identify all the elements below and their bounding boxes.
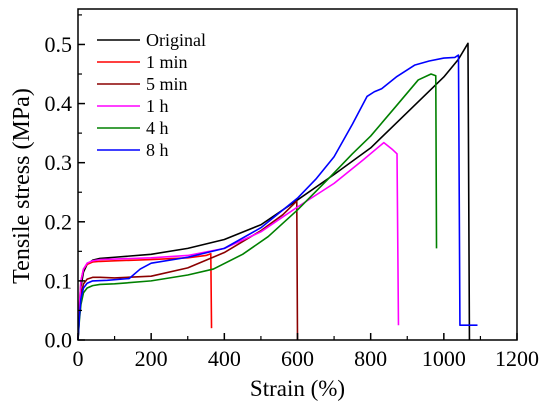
y-tick-label: 0.3 — [45, 150, 73, 175]
legend-label-5-min: 5 min — [146, 74, 188, 94]
x-tick-label: 800 — [354, 346, 387, 371]
legend-label-8-h: 8 h — [146, 140, 169, 160]
legend-label-original: Original — [146, 30, 206, 50]
series-layer — [77, 42, 478, 341]
x-tick-label: 400 — [208, 346, 241, 371]
legend-item-5-min: 5 min — [97, 74, 188, 94]
legend-label-1-min: 1 min — [146, 52, 188, 72]
legend-item-1-h: 1 h — [97, 96, 169, 116]
x-tick-label: 600 — [281, 346, 314, 371]
x-axis-label: Strain (%) — [250, 376, 345, 401]
legend-label-1-h: 1 h — [146, 96, 169, 116]
axis-ticks: 0 200 400 600 800 1000 1200 0.0 0.1 0.2 0.3 0.4 0.5 — [45, 14, 539, 371]
y-tick-label: 0.2 — [45, 209, 73, 234]
legend-item-8-h: 8 h — [97, 140, 169, 160]
y-axis-label: Tensile stress (MPa) — [9, 88, 35, 284]
series-line-4-h — [77, 73, 438, 341]
legend-label-4-h: 4 h — [146, 118, 169, 138]
legend-item-4-h: 4 h — [97, 118, 169, 138]
y-tick-label: 0.5 — [45, 32, 73, 57]
y-tick-label: 0.4 — [45, 91, 73, 116]
series-line-8-h — [77, 54, 478, 341]
x-tick-label: 0 — [73, 346, 84, 371]
legend-item-1-min: 1 min — [97, 52, 188, 72]
series-line-1-h — [77, 141, 400, 341]
legend-item-original: Original — [97, 30, 206, 50]
y-tick-label: 0.0 — [45, 328, 73, 353]
y-tick-label: 0.1 — [45, 268, 73, 293]
x-tick-label: 1200 — [495, 346, 539, 371]
series-line-original — [77, 42, 471, 341]
x-tick-label: 200 — [135, 346, 168, 371]
x-tick-label: 1000 — [422, 346, 466, 371]
